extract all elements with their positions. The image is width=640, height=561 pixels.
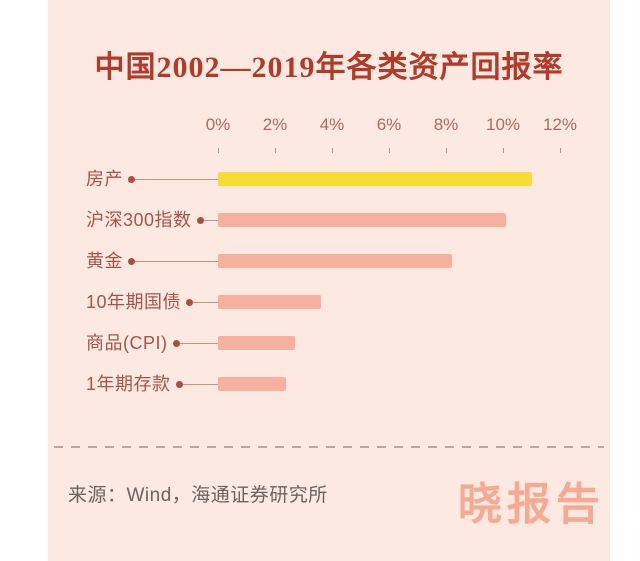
bar-row: 10年期国债 [86, 292, 610, 312]
axis-tick-mark [218, 148, 219, 153]
leader-dot-icon [172, 339, 180, 347]
category-label: 10年期国债 [86, 292, 182, 312]
axis-tick-label: 4% [319, 115, 345, 134]
category-label-group: 10年期国债 [86, 292, 218, 312]
axis-tick-label: 12% [542, 115, 578, 134]
leader-dot-icon [128, 257, 135, 265]
axis-tick-mark [446, 148, 447, 153]
category-label-group: 房产 [86, 169, 218, 189]
category-label-group: 黄金 [86, 251, 218, 271]
category-label-group: 1年期存款 [86, 374, 218, 394]
axis-tick-mark [503, 148, 504, 153]
axis-tick-label: 10% [485, 115, 521, 134]
bar [218, 213, 506, 227]
category-label: 商品(CPI) [86, 333, 168, 353]
axis-tick-mark [332, 148, 333, 153]
leader-line [135, 178, 218, 180]
bar-row: 商品(CPI) [86, 333, 610, 353]
category-label-group: 沪深300指数 [86, 210, 218, 230]
bar-row: 1年期存款 [86, 374, 610, 394]
axis-tick-label: 6% [376, 115, 402, 134]
leader-line [135, 260, 218, 262]
bar [218, 254, 452, 268]
bar [218, 336, 295, 350]
bar-row: 房产 [86, 169, 610, 189]
leader-line [193, 301, 218, 303]
category-label: 房产 [86, 169, 123, 189]
category-label: 黄金 [86, 251, 123, 271]
category-label-group: 商品(CPI) [86, 333, 218, 353]
leader-line [182, 383, 218, 385]
axis-tick-mark [275, 148, 276, 153]
bar-row: 沪深300指数 [86, 210, 610, 230]
bar [218, 295, 321, 309]
leader-line [179, 342, 218, 344]
bar [218, 172, 532, 186]
leader-dot-icon [175, 380, 183, 388]
source-text: 来源：Wind，海通证券研究所 [68, 485, 328, 506]
axis-tick-label: 0% [205, 115, 231, 134]
leader-line [203, 219, 218, 221]
watermark-logo: 晓报告 [458, 480, 605, 529]
leader-dot-icon [128, 175, 135, 183]
leader-dot-icon [186, 298, 194, 306]
category-label: 沪深300指数 [86, 210, 192, 230]
axis-tick-mark [389, 148, 390, 153]
x-axis: 0% 2% 4% 6% 8% 10% 12% [48, 0, 610, 160]
axis-tick-label: 2% [262, 115, 288, 134]
dashed-divider [54, 446, 604, 448]
leader-dot-icon [196, 216, 204, 224]
axis-tick-label: 8% [433, 115, 459, 134]
category-label: 1年期存款 [86, 374, 171, 394]
bar-row: 黄金 [86, 251, 610, 271]
axis-tick-mark [560, 148, 561, 153]
infographic-card: 中国2002—2019年各类资产回报率 0% 2% 4% 6% 8% 10% 12% 房产沪… [48, 0, 610, 561]
chart-title: 中国2002—2019年各类资产回报率 [94, 51, 564, 84]
bar [218, 377, 287, 391]
